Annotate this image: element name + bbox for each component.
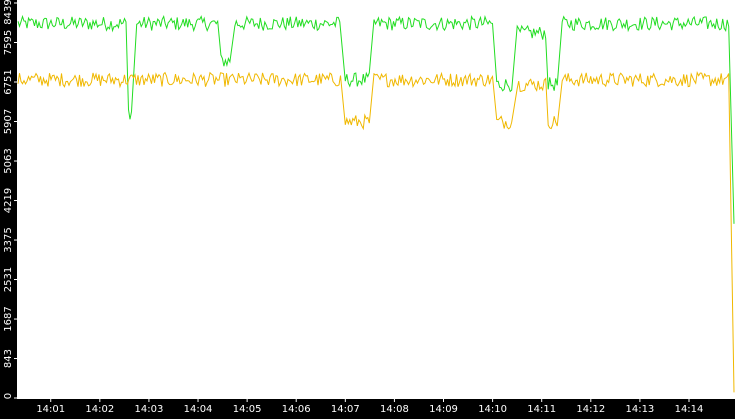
x-tick-label: 14:06 xyxy=(282,404,311,415)
x-tick-label: 14:12 xyxy=(576,404,605,415)
y-tick-label: 843 xyxy=(3,349,14,368)
y-tick-label: 0 xyxy=(3,393,14,399)
series-line-1 xyxy=(17,14,735,224)
x-axis: 14:01 14:02 14:03 14:04 14:05 14:06 14:07 14:08… xyxy=(36,399,703,415)
y-tick-label: 5063 xyxy=(3,148,14,173)
x-tick-label: 14:07 xyxy=(331,404,360,415)
x-tick-label: 14:02 xyxy=(85,404,114,415)
x-tick-label: 14:03 xyxy=(135,404,164,415)
y-tick-label: 2531 xyxy=(3,267,14,292)
y-tick-label: 7595 xyxy=(3,30,14,55)
y-tick-label: 5907 xyxy=(3,109,14,134)
x-tick-label: 14:08 xyxy=(380,404,409,415)
series-line-2 xyxy=(17,71,735,393)
x-tick-label: 14:09 xyxy=(429,404,458,415)
y-axis: 0 843 1687 2531 3375 4219 5063 5907 6751 7595 8439 xyxy=(3,0,17,399)
x-tick-label: 14:05 xyxy=(233,404,262,415)
y-tick-label: 6751 xyxy=(3,69,14,94)
x-tick-label: 14:04 xyxy=(184,404,213,415)
y-tick-label: 3375 xyxy=(3,227,14,252)
x-tick-label: 14:11 xyxy=(527,404,556,415)
x-tick-label: 14:14 xyxy=(675,404,704,415)
y-tick-label: 4219 xyxy=(3,188,14,213)
plot-area xyxy=(17,0,735,399)
x-tick-label: 14:10 xyxy=(478,404,507,415)
series-layer xyxy=(17,14,735,393)
x-tick-label: 14:01 xyxy=(36,404,65,415)
y-tick-label: 8439 xyxy=(3,0,14,25)
x-tick-label: 14:13 xyxy=(625,404,654,415)
y-tick-label: 1687 xyxy=(3,306,14,331)
